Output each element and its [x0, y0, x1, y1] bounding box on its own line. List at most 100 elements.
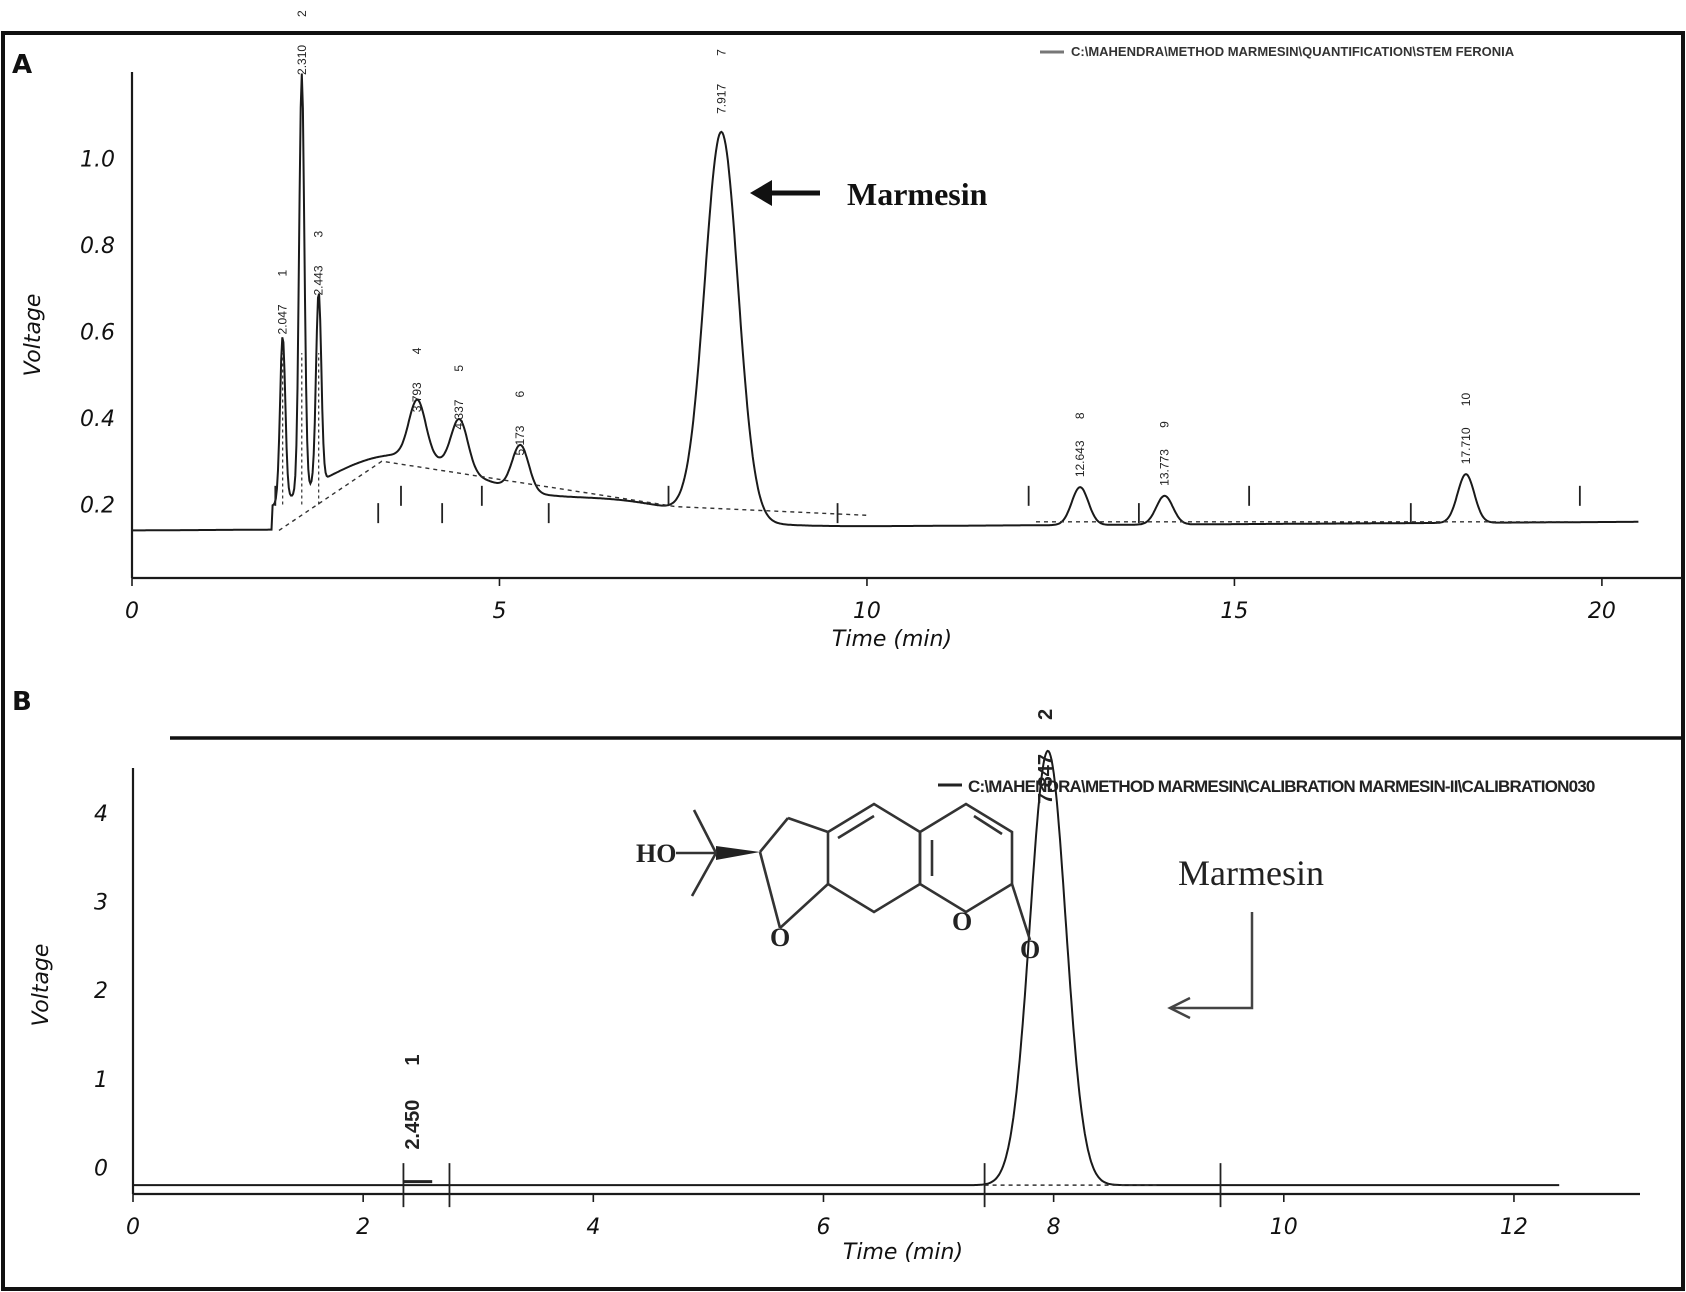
bond-furan-4 — [779, 883, 829, 929]
peak-retention-time: 2.443 — [312, 265, 326, 295]
peak-label: 2.310 2 — [295, 10, 309, 75]
peak-label: 3.793 4 — [410, 347, 424, 412]
peak-retention-time: 2.310 — [295, 45, 309, 75]
peak-id: 8 — [1073, 412, 1087, 419]
bond-double-3 — [973, 814, 1003, 836]
peak-retention-time: 3.793 — [410, 382, 424, 412]
x-tick-label: 0 — [126, 1215, 140, 1240]
ring-pyrone — [918, 802, 1014, 914]
peak-id: 3 — [312, 231, 326, 238]
peak-label: 2.450 1 — [402, 1055, 424, 1150]
bond-carbonyl — [1010, 883, 1032, 941]
y-tick-label: 0.8 — [80, 234, 115, 259]
atom-o-pyrone: O — [952, 907, 972, 936]
legend-b: C:\MAHENDRA\METHOD MARMESIN\CALIBRATION … — [938, 777, 1596, 796]
annotation-arrow-b — [1172, 912, 1254, 1010]
peak-label: 17.710 10 — [1459, 393, 1473, 465]
y-tick-label: 0 — [94, 1156, 108, 1181]
panel-label-b: B — [12, 687, 32, 717]
peak-retention-time: 2.047 — [276, 304, 290, 334]
peak-id: 5 — [452, 365, 466, 372]
x-tick-label: 10 — [853, 599, 881, 624]
y-tick-label: 3 — [94, 891, 108, 916]
peak-id: 1 — [402, 1055, 424, 1066]
y-axis-label-b: Voltage — [29, 944, 54, 1027]
axes-a — [130, 72, 1682, 580]
peak-id: 10 — [1459, 393, 1473, 407]
peak-label: 4.337 5 — [452, 365, 466, 430]
peak-id: 7 — [714, 49, 728, 56]
chromatogram-b — [133, 749, 1560, 1208]
peak-retention-time: 17.710 — [1459, 427, 1473, 464]
bond-methyl-2 — [690, 852, 718, 897]
marmesin-structure: HO O O O — [636, 802, 1040, 964]
integration-baseline — [278, 460, 867, 532]
bond-furan-2 — [758, 817, 790, 853]
annotation-text-b: Marmesin — [1178, 853, 1324, 893]
x-axis-label-b: Time (min) — [843, 1240, 963, 1265]
bond-furan-3 — [758, 851, 782, 929]
y-tick-label: 1.0 — [80, 147, 115, 172]
peak-labels-a: 2.047 1 2.310 2 2.443 3 3.793 4 4.337 5 5.173 6 7.91… — [276, 10, 1473, 486]
x-tick-label: 0 — [125, 599, 139, 624]
atom-o-furan: O — [770, 923, 790, 952]
y-tick-label: 0.2 — [80, 493, 115, 518]
peak-retention-time: 4.337 — [452, 399, 466, 429]
peak-label: 5.173 6 — [513, 391, 527, 456]
peak-retention-time: 5.173 — [513, 425, 527, 455]
signal-trace — [132, 73, 1639, 532]
x-tick-label: 4 — [586, 1215, 600, 1240]
peak-id: 2 — [1035, 709, 1057, 720]
ticks-a: 0 5 10 15 200.20.40.60.81.0 — [80, 147, 1616, 624]
legend-text-a: C:\MAHENDRA\METHOD MARMESIN\QUANTIFICATI… — [1071, 44, 1515, 59]
peak-id: 1 — [276, 269, 290, 276]
bond-double-1 — [837, 814, 875, 840]
peak-label: 2.047 1 — [276, 269, 290, 334]
x-tick-label: 2 — [356, 1215, 370, 1240]
peak-id: 2 — [295, 10, 309, 17]
bond-furan-1 — [787, 816, 829, 834]
figure-frame — [1, 31, 1685, 1291]
peak-label: 12.643 8 — [1073, 412, 1087, 477]
x-tick-label: 12 — [1500, 1215, 1528, 1240]
y-tick-label: 1 — [94, 1068, 108, 1093]
peak-retention-time: 12.643 — [1073, 440, 1087, 477]
peak-id: 9 — [1158, 421, 1172, 428]
peak-label: 7.917 7 — [714, 49, 728, 114]
x-tick-label: 8 — [1047, 1215, 1061, 1240]
annotation-arrowhead-b — [1167, 996, 1191, 1020]
peak-retention-time: 7.847 — [1035, 754, 1057, 804]
annotation-arrowhead-a — [750, 180, 772, 206]
x-tick-label: 5 — [492, 599, 506, 624]
axes-b — [131, 768, 1640, 1196]
y-tick-label: 2 — [94, 979, 108, 1004]
x-tick-label: 10 — [1270, 1215, 1298, 1240]
bond-methyl-1 — [692, 809, 718, 854]
x-axis-label-a: Time (min) — [832, 627, 952, 652]
annotation-text-a: Marmesin — [847, 176, 988, 212]
peak-label: 7.847 2 — [1035, 709, 1057, 804]
peak-id: 4 — [410, 347, 424, 354]
wedge-bond — [716, 846, 760, 860]
panel-label-a: A — [12, 50, 32, 80]
legend-text-b: C:\MAHENDRA\METHOD MARMESIN\CALIBRATION … — [968, 777, 1595, 796]
ring-benzene — [826, 802, 922, 914]
marmesin-annotation-a: Marmesin — [750, 176, 988, 212]
signal-trace — [133, 749, 1560, 1187]
peak-retention-time: 7.917 — [714, 84, 728, 114]
atom-ho: HO — [636, 839, 676, 868]
atom-o-carbonyl: O — [1020, 935, 1040, 964]
peak-label: 2.443 3 — [312, 231, 326, 296]
x-tick-label: 15 — [1220, 599, 1248, 624]
x-tick-label: 6 — [816, 1215, 830, 1240]
marmesin-annotation-b: Marmesin — [1167, 853, 1324, 1020]
x-tick-label: 20 — [1588, 599, 1616, 624]
y-tick-label: 0.6 — [80, 320, 115, 345]
legend-a: C:\MAHENDRA\METHOD MARMESIN\QUANTIFICATI… — [1040, 44, 1515, 59]
y-tick-label: 4 — [94, 802, 108, 827]
y-axis-label-a: Voltage — [21, 294, 46, 377]
peak-id: 6 — [513, 391, 527, 398]
chromatogram-a — [132, 73, 1639, 532]
